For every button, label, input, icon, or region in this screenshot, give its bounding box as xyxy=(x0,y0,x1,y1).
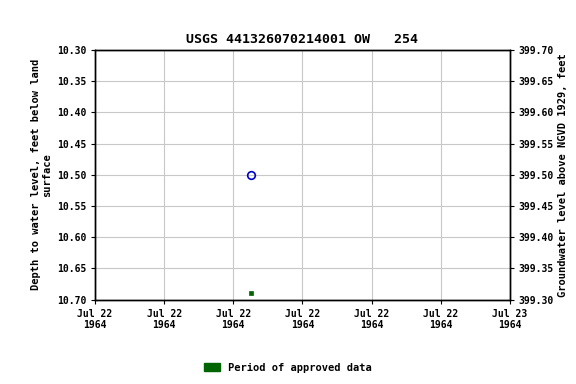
Y-axis label: Groundwater level above NGVD 1929, feet: Groundwater level above NGVD 1929, feet xyxy=(558,53,568,296)
Legend: Period of approved data: Period of approved data xyxy=(200,359,376,377)
Y-axis label: Depth to water level, feet below land
surface: Depth to water level, feet below land su… xyxy=(31,59,52,290)
Title: USGS 441326070214001 OW   254: USGS 441326070214001 OW 254 xyxy=(187,33,418,46)
